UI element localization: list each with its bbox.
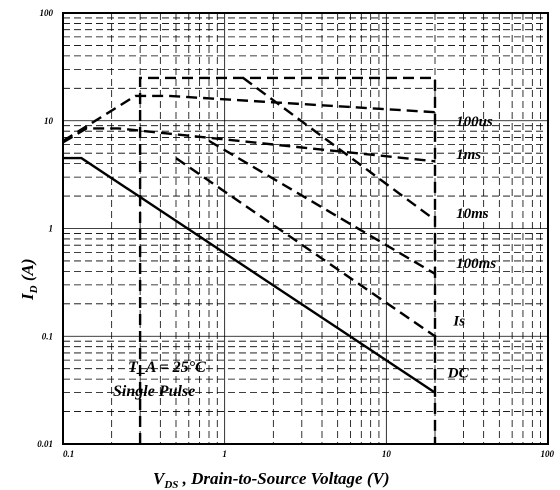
curve-label: Is (452, 314, 465, 330)
y-tick-label: 1 (49, 224, 54, 234)
x-axis-title-rest: , Drain-to-Source Voltage (V) (178, 469, 389, 488)
annotation-temperature: T_A = 25°C (128, 359, 206, 376)
annotation-single-pulse: Single Pulse (113, 383, 195, 400)
curve-label: 100us (456, 114, 493, 130)
curves (62, 76, 437, 444)
x-axis-title-main: V (153, 469, 166, 488)
series-line-1s (175, 157, 436, 338)
x-axis-title: VDS , Drain-to-Source Voltage (V) (153, 469, 390, 490)
y-tick-label: 10 (44, 116, 54, 126)
boundary-line (138, 76, 437, 444)
y-tick-label: 0.01 (37, 439, 53, 449)
y-tick-label: 0.1 (42, 331, 53, 341)
series-line-10ms (242, 76, 436, 221)
curve-label: 10ms (456, 206, 489, 222)
curve-label: DC (447, 366, 470, 382)
grid (63, 13, 548, 444)
y-axis-title-sub: D (28, 285, 40, 294)
series-line-dc (63, 156, 436, 394)
annotation: T_A = 25°C Single Pulse (113, 359, 206, 400)
plot-frame (62, 12, 549, 445)
x-axis-title-sub: DS (163, 479, 178, 490)
y-axis-title-rest: (A) (18, 259, 37, 286)
curve-label: 100ms (456, 256, 496, 272)
curve-labels: 100us 1ms 10ms 100ms Is DC (447, 114, 496, 382)
series-line-100us (62, 94, 436, 142)
series-line-100ms (208, 139, 436, 275)
y-tick-label: 100 (40, 8, 54, 18)
x-tick-label: 0.1 (63, 449, 74, 459)
curve-label: 1ms (456, 147, 481, 163)
x-tick-label: 100 (541, 449, 555, 459)
series-line-1ms (62, 127, 436, 163)
x-tick-label: 10 (382, 449, 392, 459)
y-axis-title-main: I (18, 292, 37, 301)
tick-labels: 0.1 1 10 100 0.01 0.1 1 10 100 (37, 8, 554, 459)
y-axis-title: ID (A) (18, 259, 40, 302)
x-tick-label: 1 (222, 449, 227, 459)
